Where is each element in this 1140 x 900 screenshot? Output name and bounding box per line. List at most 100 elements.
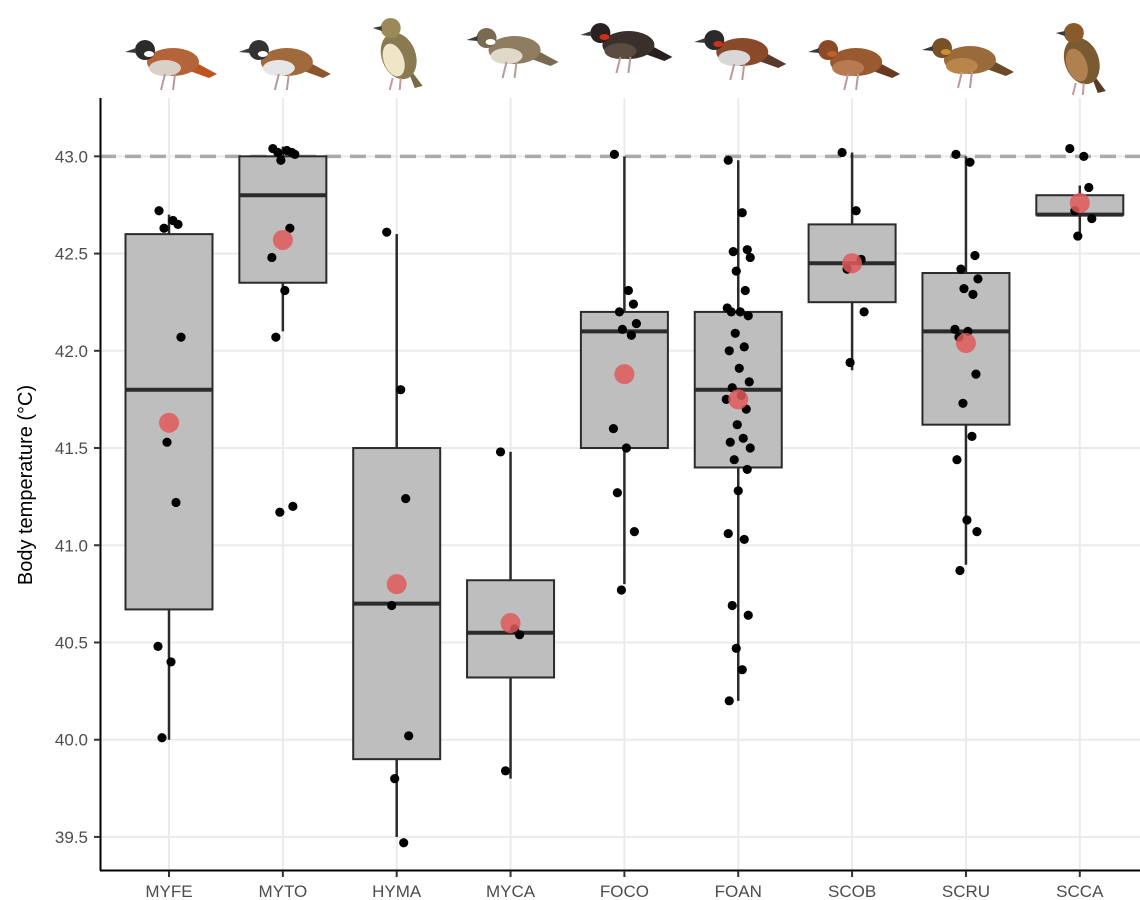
y-tick-label-5: 42.0 [55,342,88,361]
point-foan-5 [731,266,741,276]
y-tick-label-0: 39.5 [55,828,88,847]
point-hyma-5 [390,774,400,784]
point-scca-2 [1084,182,1094,193]
bird-accent-scob [827,51,838,57]
point-foan-10 [743,311,753,321]
point-foan-30 [743,610,753,620]
y-tick-label-7: 43.0 [55,147,88,166]
bird-head-foco [590,23,611,43]
x-tick-label-scru: SCRU [942,882,990,900]
point-myto-7 [267,252,277,263]
bird-accent-scru [940,49,951,55]
bird-leg2-scob [855,73,860,91]
axes: 39.5 40.0 40.5 41.0 41.5 42.0 42.5 43.0 MYFE MYT… [55,98,1140,900]
point-scca-4 [1087,213,1097,224]
bird-head-scca [1063,23,1084,43]
bird-illustration-foan [694,30,787,81]
bird-accent-foco [599,34,610,40]
point-scca-0 [1065,143,1075,154]
mean-hyma [386,574,407,595]
point-foan-33 [724,696,734,706]
bird-beak-scru [921,46,933,51]
mean-scca [1069,193,1090,214]
bird-illustration-scob [808,40,901,91]
bird-belly-foan [718,50,751,66]
bird-head-myca [476,28,497,48]
point-scru-10 [971,369,981,379]
point-myfe-9 [157,733,167,743]
point-myto-4 [290,149,300,159]
point-scru-5 [959,283,969,294]
point-foan-1 [737,208,747,218]
bird-accent-myfe [144,51,154,57]
point-scru-11 [958,398,968,408]
point-myfe-2 [173,219,183,229]
point-foan-4 [745,252,755,263]
bird-illustration-myca [466,28,559,79]
bird-leg-scob [843,73,850,91]
box-scru [921,156,1011,565]
point-hyma-3 [387,600,397,611]
bird-beak-foan [694,38,706,43]
bird-accent-myto [257,51,268,57]
point-foco-9 [612,488,623,498]
bird-leg2-foan [741,63,746,81]
point-myfe-0 [154,206,164,216]
bird-belly-scob [832,60,865,76]
y-tick-label-3: 41.0 [55,536,88,555]
x-tick-label-foco: FOCO [600,882,649,900]
point-scob-1 [851,206,861,216]
point-scru-13 [952,455,962,465]
y-tick-label-1: 40.0 [55,731,88,750]
mean-foan [728,389,749,410]
point-foco-11 [616,585,627,595]
point-foco-3 [614,307,625,317]
bird-beak-myfe [125,48,136,53]
bird-head-scob [818,40,839,60]
point-foan-31 [731,643,741,653]
bird-belly-myca [490,48,523,64]
box-foan [693,160,783,701]
bird-leg-hyma [388,77,394,91]
point-scru-3 [956,264,966,274]
bird-illustration-myfe [125,40,217,91]
point-myfe-4 [176,332,186,342]
bird-leg-scca [1071,82,1077,96]
point-scca-1 [1079,151,1089,161]
point-myto-8 [280,285,290,296]
bird-illustration-scru [921,38,1014,89]
bird-belly-myfe [149,60,181,76]
point-myto-9 [271,332,281,342]
bird-leg2-hyma [398,77,402,91]
bird-head-myto [248,40,269,60]
mean-myfe [159,412,179,433]
point-foan-9 [726,307,736,317]
point-myca-3 [500,766,511,776]
plot-panel [100,98,1140,870]
bird-belly-scru [945,58,978,74]
x-tick-label-myfe: MYFE [145,882,192,900]
point-myto-3 [273,147,283,158]
box-rect-myto [238,155,328,284]
bird-leg-scru [956,71,963,89]
point-foco-4 [631,318,642,329]
point-scob-5 [845,357,855,368]
points-layer [153,143,1097,848]
point-scru-15 [972,527,982,537]
point-scru-2 [970,250,980,261]
bird-leg2-scca [1081,82,1085,96]
species-illustrations [125,18,1106,96]
x-tick-label-myto: MYTO [258,882,307,900]
point-myca-2 [514,630,525,640]
bird-accent-foan [713,41,724,47]
point-foan-32 [737,665,747,675]
point-foan-24 [729,455,739,465]
bird-leg-myfe [160,73,166,91]
bird-belly-foco [604,43,637,59]
point-foan-8 [735,307,745,317]
point-foan-11 [730,328,740,338]
point-scru-7 [950,324,960,335]
point-foan-12 [739,342,749,352]
bird-leg2-myfe [172,73,176,91]
